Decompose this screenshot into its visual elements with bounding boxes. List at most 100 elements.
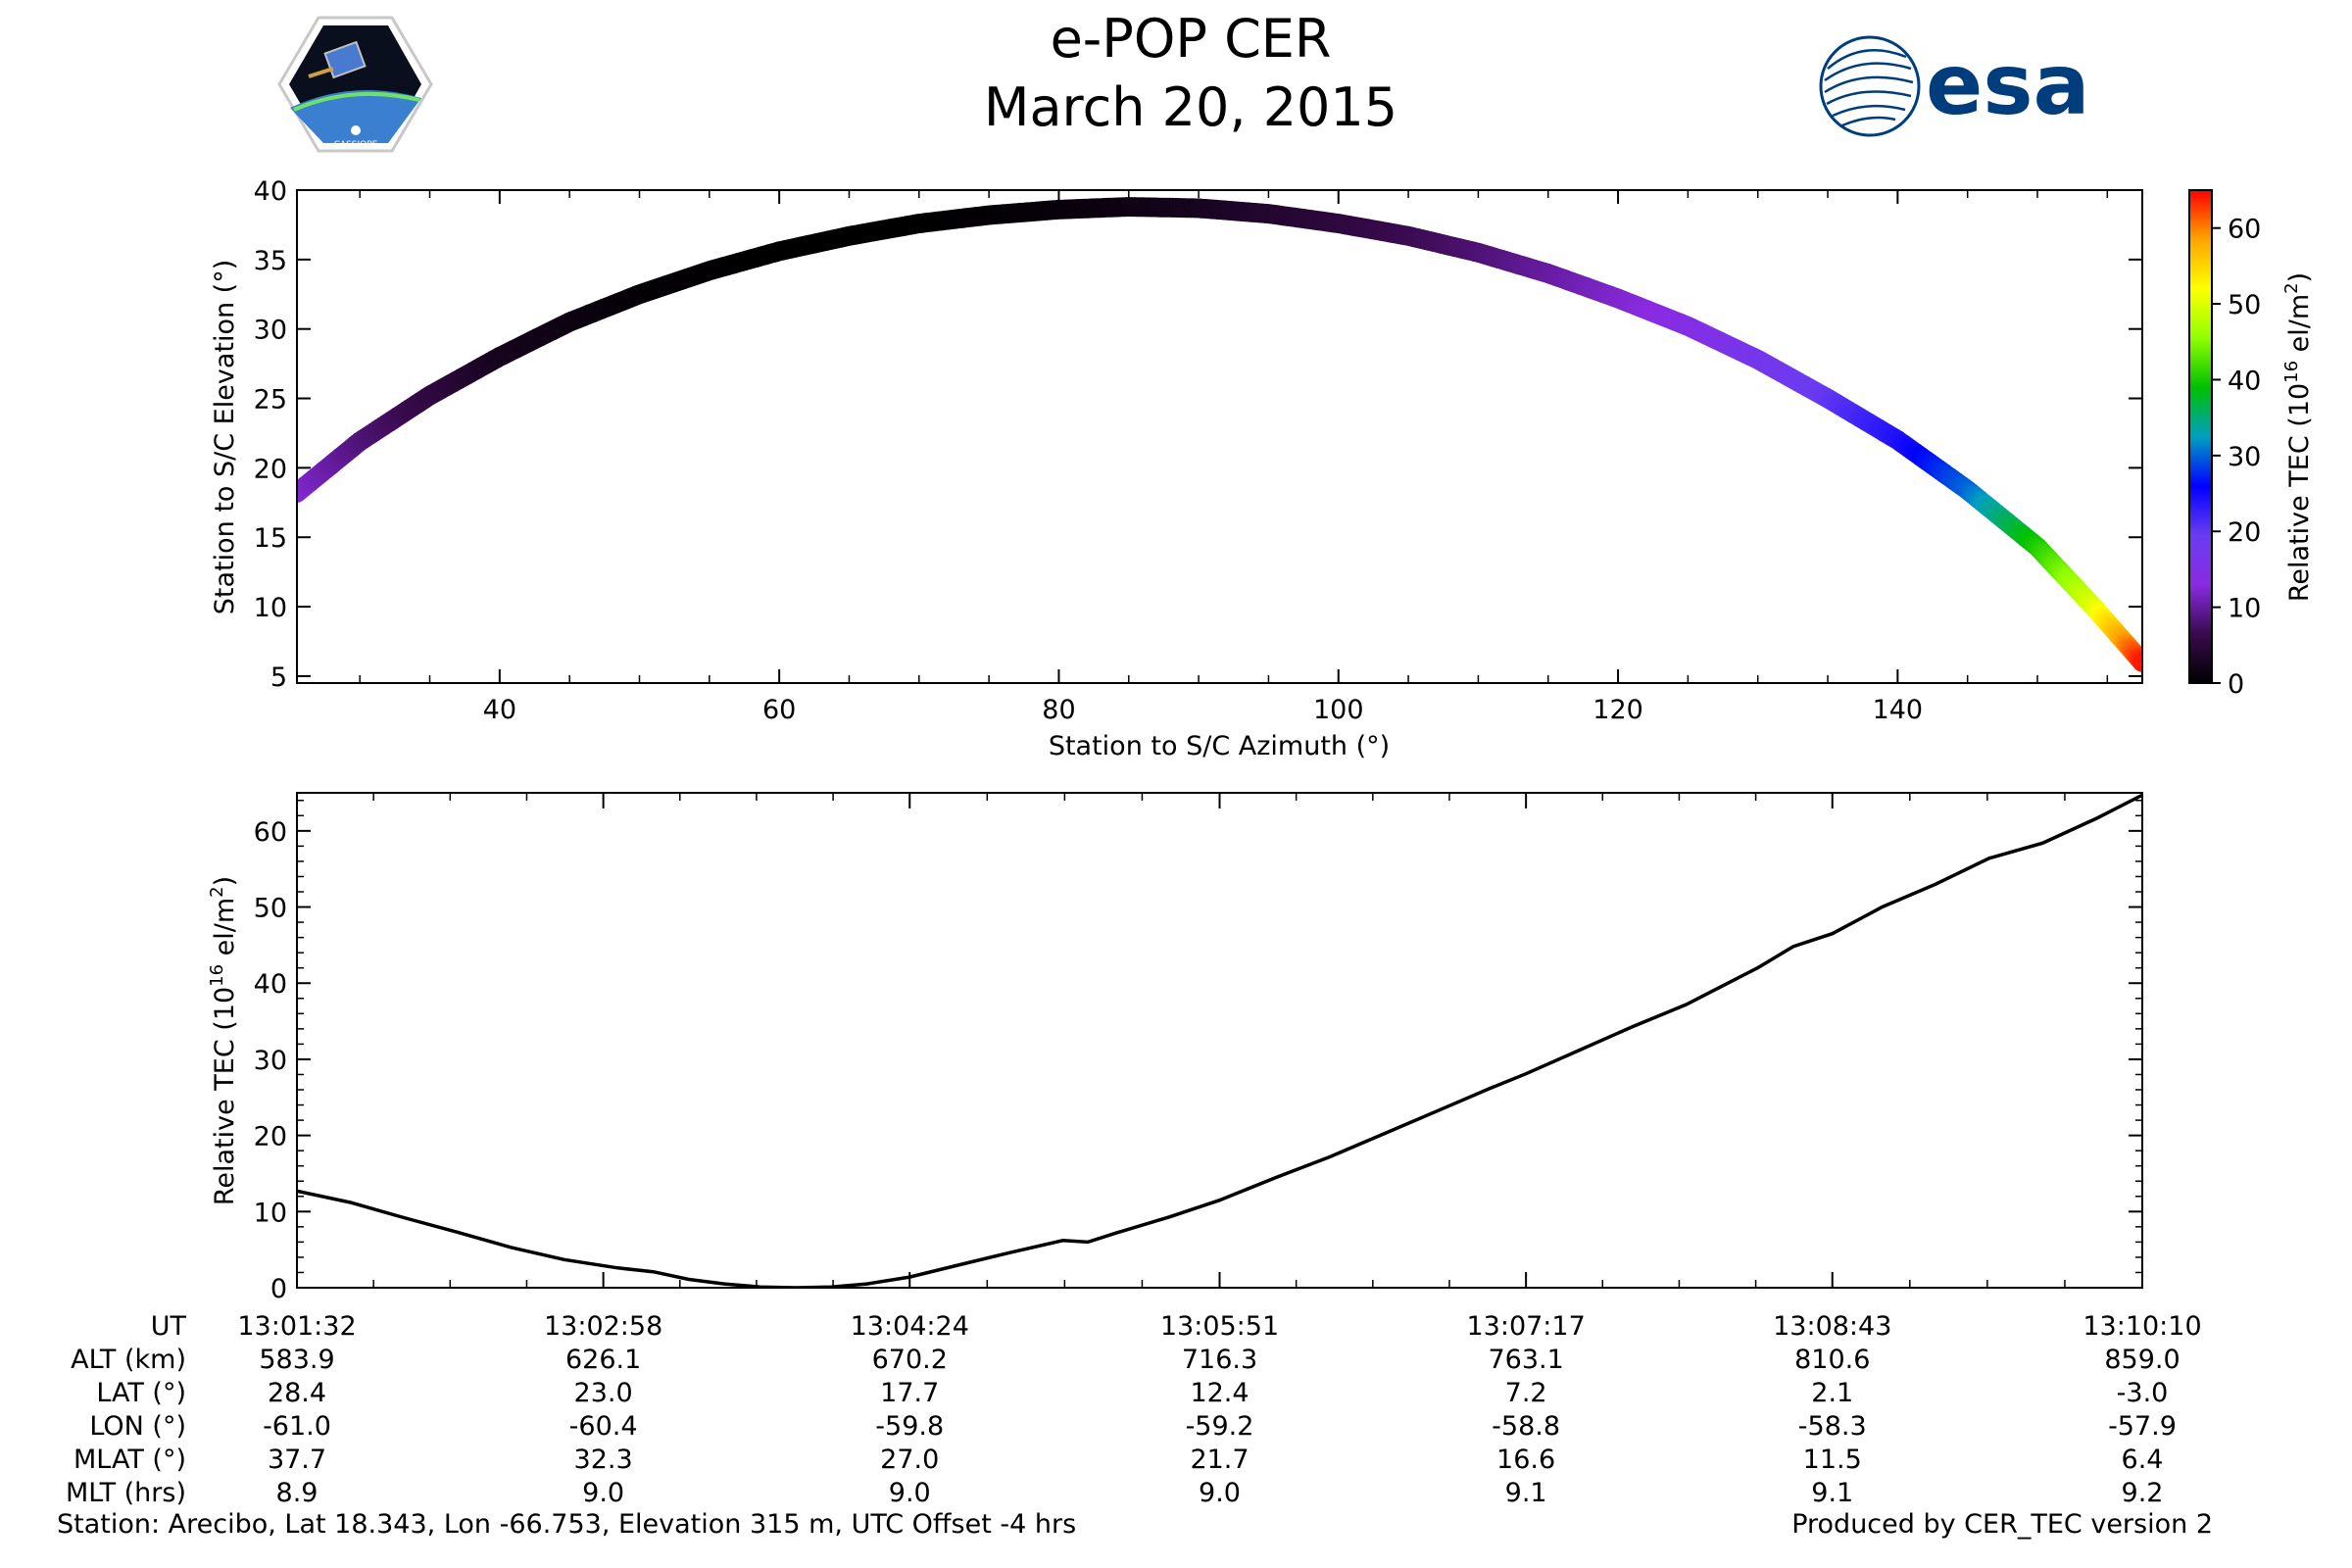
- y-tick-label: 50: [254, 894, 287, 924]
- ephemeris-cell: -3.0: [2117, 1378, 2169, 1408]
- ephemeris-cell: 670.2: [872, 1345, 948, 1375]
- x-tick-label: 60: [762, 695, 796, 725]
- cassiope-label: CASSIOPE: [334, 140, 378, 150]
- ephemeris-row-label: MLAT (°): [74, 1445, 186, 1475]
- tec-colorbar: 0 10 20 30 40 50 60 Relative TEC (1016 el/m2): [2188, 189, 2315, 700]
- colorbar-tick-label: 60: [2228, 215, 2261, 245]
- elevation-plot-frame: [296, 189, 2143, 684]
- tec-y-axis-label: Relative TEC (1016 el/m2): [207, 876, 240, 1205]
- ephemeris-cell: 9.0: [889, 1478, 931, 1508]
- esa-logo-icon: esa: [1819, 35, 2090, 137]
- ephemeris-row-label: LAT (°): [96, 1378, 186, 1408]
- y-tick-label: 20: [254, 1122, 287, 1152]
- elevation-x-axis-label: Station to S/C Azimuth (°): [1049, 731, 1390, 761]
- ephemeris-cell: -57.9: [2108, 1411, 2177, 1442]
- colorbar-tick-label: 50: [2228, 290, 2261, 320]
- page-date: March 20, 2015: [984, 76, 1397, 138]
- ephemeris-row-label: MLT (hrs): [66, 1478, 186, 1508]
- ephemeris-cell: -59.8: [875, 1411, 944, 1442]
- x-tick-label: 140: [1873, 695, 1924, 725]
- ephemeris-cell: 16.6: [1496, 1445, 1555, 1475]
- track-point: [2132, 652, 2142, 672]
- ephemeris-row-label: UT: [151, 1311, 187, 1342]
- colorbar-tick-label: 40: [2228, 366, 2261, 396]
- ephemeris-cell: 27.0: [880, 1445, 939, 1475]
- colorbar-tick-label: 20: [2228, 517, 2261, 548]
- colorbar-ticks: 0 10 20 30 40 50 60: [2212, 215, 2261, 700]
- elevation-azimuth-chart: 40 60 80 100 120 140 5 10 15 20 25 30 35 40 Station t…: [210, 176, 2143, 761]
- ephemeris-cell: 9.2: [2122, 1478, 2164, 1508]
- colorbar-gradient: [2188, 189, 2213, 684]
- y-tick-label: 40: [254, 969, 287, 1000]
- ephemeris-cell: -60.4: [569, 1411, 638, 1442]
- ephemeris-cell: 11.5: [1803, 1445, 1862, 1475]
- ephemeris-cell: 13:02:58: [544, 1311, 662, 1342]
- ephemeris-cell: 9.1: [1811, 1478, 1853, 1508]
- x-tick-label: 120: [1592, 695, 1643, 725]
- y-tick-label: 30: [254, 316, 287, 346]
- esa-wordmark: esa: [1926, 36, 2090, 134]
- ephemeris-cell: 9.0: [1199, 1478, 1241, 1508]
- y-tick-label: 20: [254, 454, 287, 484]
- cassiope-mission-patch-icon: CASSIOPE: [277, 16, 433, 153]
- ephemeris-cell: 859.0: [2104, 1345, 2180, 1375]
- ephemeris-cell: 7.2: [1505, 1378, 1547, 1408]
- tec-time-chart: 0 10 20 30 40 50 60 Relative TEC (1016 el/m2): [207, 792, 2143, 1304]
- ephemeris-cell: 583.9: [259, 1345, 334, 1375]
- y-tick-label: 0: [270, 1274, 287, 1304]
- tec-axis-ticks: 0 10 20 30 40 50 60: [254, 793, 2143, 1304]
- ephemeris-cell: 13:01:32: [237, 1311, 356, 1342]
- x-tick-label: 40: [483, 695, 516, 725]
- colorbar-tick-label: 30: [2228, 442, 2261, 472]
- y-tick-label: 10: [254, 593, 287, 623]
- elevation-axis-ticks: 40 60 80 100 120 140 5 10 15 20 25 30 35 40: [254, 176, 2142, 725]
- ephemeris-row-label: LON (°): [89, 1411, 186, 1442]
- y-tick-label: 10: [254, 1198, 287, 1228]
- y-tick-label: 25: [254, 385, 287, 416]
- ephemeris-cell: 13:10:10: [2082, 1311, 2201, 1342]
- ephemeris-cell: 8.9: [276, 1478, 318, 1508]
- ephemeris-cell: -59.2: [1186, 1411, 1254, 1442]
- ephemeris-cell: 13:07:17: [1466, 1311, 1585, 1342]
- elevation-track: [297, 197, 2142, 672]
- station-info: Station: Arecibo, Lat 18.343, Lon -66.75…: [57, 1509, 1076, 1540]
- ephemeris-cell: 626.1: [565, 1345, 641, 1375]
- ephemeris-cell: 13:08:43: [1773, 1311, 1891, 1342]
- ephemeris-cell: 9.0: [582, 1478, 624, 1508]
- y-tick-label: 35: [254, 246, 287, 276]
- colorbar-tick-label: 10: [2228, 594, 2261, 624]
- ephemeris-cell: 9.1: [1505, 1478, 1547, 1508]
- y-tick-label: 5: [270, 662, 287, 693]
- tec-plot-frame: [296, 792, 2143, 1289]
- ephemeris-cell: 17.7: [880, 1378, 939, 1408]
- colorbar-tick-label: 0: [2228, 669, 2244, 700]
- ephemeris-cell: 763.1: [1488, 1345, 1563, 1375]
- ephemeris-cell: -61.0: [263, 1411, 331, 1442]
- y-tick-label: 30: [254, 1046, 287, 1076]
- y-tick-label: 40: [254, 176, 287, 207]
- page-title: e-POP CER: [1051, 8, 1332, 70]
- ephemeris-cell: 6.4: [2122, 1445, 2164, 1475]
- y-tick-label: 60: [254, 817, 287, 848]
- colorbar-label: Relative TEC (1016 el/m2): [2281, 272, 2315, 602]
- ephemeris-row-label: ALT (km): [71, 1345, 186, 1375]
- x-tick-label: 100: [1313, 695, 1364, 725]
- ephemeris-cell: 21.7: [1190, 1445, 1249, 1475]
- ephemeris-cell: 2.1: [1811, 1378, 1853, 1408]
- produced-by: Produced by CER_TEC version 2: [1791, 1509, 2213, 1540]
- x-tick-label: 80: [1042, 695, 1075, 725]
- ephemeris-cell: -58.8: [1492, 1411, 1560, 1442]
- tec-series-line: [297, 793, 2142, 1288]
- ephemeris-cell: 13:04:24: [851, 1311, 969, 1342]
- elevation-y-axis-label: Station to S/C Elevation (°): [210, 260, 240, 615]
- ephemeris-cell: 37.7: [268, 1445, 326, 1475]
- ephemeris-cell: 810.6: [1794, 1345, 1870, 1375]
- ephemeris-cell: 12.4: [1190, 1378, 1249, 1408]
- y-tick-label: 15: [254, 523, 287, 554]
- ephemeris-cell: 32.3: [574, 1445, 633, 1475]
- ephemeris-cell: 13:05:51: [1160, 1311, 1279, 1342]
- ephemeris-cell: 23.0: [574, 1378, 633, 1408]
- ephemeris-cell: -58.3: [1798, 1411, 1867, 1442]
